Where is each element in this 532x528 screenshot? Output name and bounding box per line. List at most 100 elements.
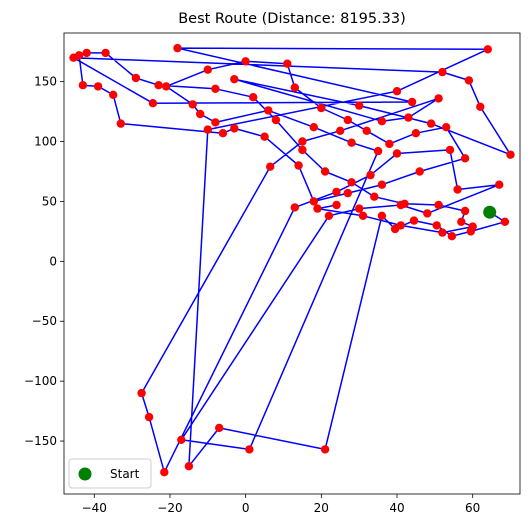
city-point <box>445 145 455 155</box>
city-point <box>434 94 443 103</box>
y-tick-label: 150 <box>34 75 57 89</box>
city-point <box>464 76 474 85</box>
city-point <box>332 187 341 197</box>
city-point <box>101 48 110 58</box>
city-point <box>400 199 409 208</box>
city-point <box>373 146 383 156</box>
city-point <box>385 139 394 149</box>
y-tick-label: 0 <box>49 254 57 268</box>
city-point <box>144 412 154 422</box>
city-point <box>362 126 371 135</box>
y-tick-label: −100 <box>24 374 57 388</box>
city-point <box>355 101 364 110</box>
city-point <box>468 222 477 231</box>
city-point <box>154 81 163 90</box>
city-point <box>211 118 220 127</box>
city-point <box>347 138 356 147</box>
city-point <box>392 87 402 96</box>
x-tick-label: 60 <box>465 501 480 515</box>
city-point <box>324 211 334 220</box>
city-point <box>264 106 273 115</box>
city-point <box>460 154 470 163</box>
city-point <box>230 124 239 133</box>
city-point <box>332 200 341 210</box>
x-tick-label: −20 <box>157 501 182 515</box>
city-point <box>218 129 228 138</box>
city-point <box>309 123 318 132</box>
city-point <box>211 84 220 94</box>
y-tick-label: 50 <box>42 194 57 208</box>
city-point <box>298 145 307 155</box>
city-point <box>426 119 436 128</box>
city-point <box>483 45 492 54</box>
start-point <box>483 205 497 219</box>
city-point <box>215 423 224 433</box>
legend: Start <box>68 458 152 489</box>
city-point <box>196 109 205 119</box>
x-tick-label: −40 <box>82 501 107 515</box>
x-tick-label: 40 <box>389 501 404 515</box>
city-point <box>245 445 254 454</box>
city-point <box>343 188 352 198</box>
city-point <box>93 82 103 91</box>
city-point <box>173 43 182 53</box>
city-point <box>358 211 368 220</box>
city-point <box>160 468 169 477</box>
plot-area <box>69 43 515 477</box>
city-point <box>377 211 387 220</box>
city-point <box>347 178 356 187</box>
x-tick-label: 20 <box>314 501 329 515</box>
city-point <box>343 115 352 125</box>
city-point <box>506 150 515 159</box>
city-point <box>407 97 417 107</box>
y-tick-label: 100 <box>34 135 57 149</box>
city-point <box>370 192 379 201</box>
city-point <box>131 73 141 83</box>
city-point <box>476 102 485 112</box>
city-point <box>415 167 424 176</box>
city-point <box>74 51 84 60</box>
city-point <box>162 82 171 91</box>
city-point <box>447 232 457 241</box>
city-point <box>78 81 88 90</box>
city-point <box>320 167 330 176</box>
city-point <box>298 137 307 146</box>
city-point <box>438 228 447 237</box>
city-point <box>148 99 158 108</box>
city-point <box>82 48 91 58</box>
city-point <box>109 90 118 100</box>
city-point <box>241 57 250 66</box>
city-point <box>271 115 281 125</box>
city-point <box>249 93 258 102</box>
city-point <box>434 200 443 210</box>
city-point <box>500 217 510 226</box>
city-point <box>411 129 421 138</box>
city-point <box>423 209 432 218</box>
city-point <box>355 204 364 213</box>
city-point <box>432 221 441 230</box>
x-tick-label: 0 <box>242 501 250 515</box>
city-point <box>377 180 387 189</box>
city-point <box>438 67 447 77</box>
city-point <box>396 221 405 230</box>
city-point <box>290 203 299 212</box>
city-point <box>317 103 326 113</box>
city-point <box>260 132 269 141</box>
city-point <box>188 100 197 109</box>
legend-label-start: Start <box>110 467 140 481</box>
city-point <box>377 117 387 126</box>
legend-box <box>68 458 152 489</box>
city-point <box>283 59 292 68</box>
chart-title: Best Route (Distance: 8195.33) <box>178 11 406 27</box>
city-point <box>442 123 451 132</box>
route-line <box>72 47 512 473</box>
city-point <box>294 161 303 170</box>
city-point <box>230 75 239 84</box>
axes-frame <box>63 32 521 495</box>
y-tick-label: −150 <box>24 434 57 448</box>
y-tick-label: −50 <box>32 314 57 328</box>
city-point <box>392 149 402 158</box>
city-point <box>137 388 146 398</box>
